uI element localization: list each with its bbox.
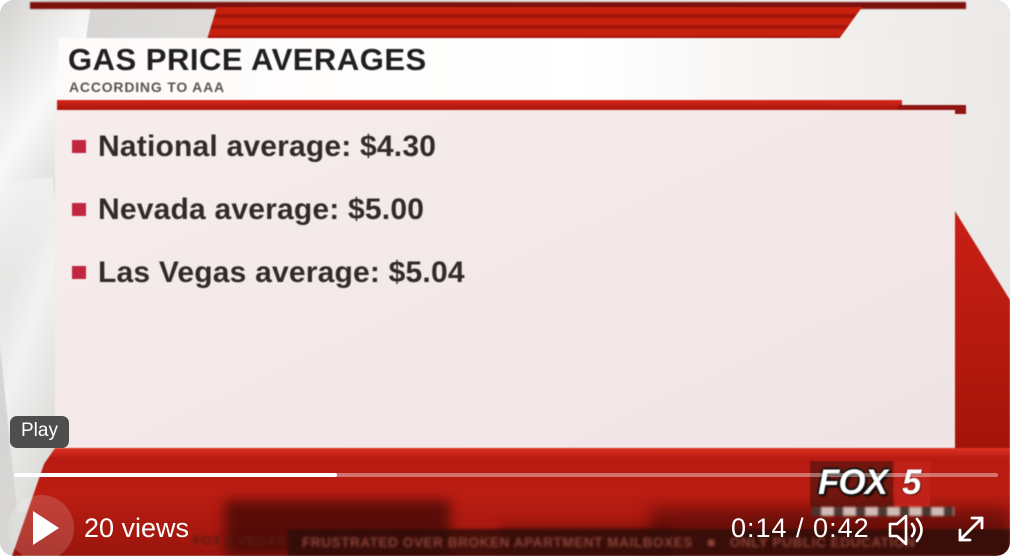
play-button[interactable]	[8, 495, 74, 556]
fox-logo-substrip	[812, 507, 954, 516]
list-item-text: Las Vegas average: $5.04	[98, 256, 465, 289]
graphic-subtitle: ACCORDING TO AAA	[69, 79, 225, 95]
play-tooltip: Play	[10, 416, 69, 448]
list-item: National average: $4.30	[72, 130, 465, 193]
list-item: Nevada average: $5.00	[72, 193, 465, 256]
ticker-segment: ONLY PUBLIC EDUCATION	[729, 535, 916, 550]
fullscreen-button[interactable]	[950, 508, 992, 555]
red-underline	[57, 100, 902, 110]
ticker-segment: FRUSTRATED OVER BROKEN APARTMENT MAILBOX…	[302, 535, 693, 550]
bullet-icon	[72, 266, 86, 279]
time-display: 0:14 / 0:42	[731, 513, 870, 543]
play-icon	[33, 511, 59, 545]
top-red-banner	[206, 7, 862, 43]
graphic-title: GAS PRICE AVERAGES	[68, 42, 427, 77]
view-count: 20 views	[84, 513, 190, 543]
progress-bar-fill	[14, 473, 337, 477]
list-item: Las Vegas average: $5.04	[72, 256, 465, 319]
fullscreen-icon	[958, 516, 984, 542]
fox-logo-channel: 5	[894, 461, 931, 507]
bullet-icon	[72, 203, 86, 216]
graphic-title-band: GAS PRICE AVERAGES ACCORDING TO AAA	[55, 38, 1010, 100]
graphic-panel: National average: $4.30 Nevada average: …	[55, 110, 955, 450]
fox5-logo: FOX 5	[810, 461, 931, 507]
bullet-icon	[72, 140, 86, 153]
red-underline-step	[898, 105, 966, 114]
list-item-text: Nevada average: $5.00	[98, 193, 425, 226]
top-dark-red-stripe	[30, 2, 966, 9]
progress-bar[interactable]	[14, 473, 998, 477]
ticker-separator-icon: ■	[706, 535, 716, 550]
gas-price-list: National average: $4.30 Nevada average: …	[72, 130, 465, 319]
ticker-station-label: FOX 5 VEGAS	[193, 533, 287, 548]
fox-logo-text: FOX	[810, 461, 893, 507]
list-item-text: National average: $4.30	[98, 130, 437, 163]
volume-button[interactable]	[886, 512, 930, 553]
volume-icon	[888, 514, 923, 546]
